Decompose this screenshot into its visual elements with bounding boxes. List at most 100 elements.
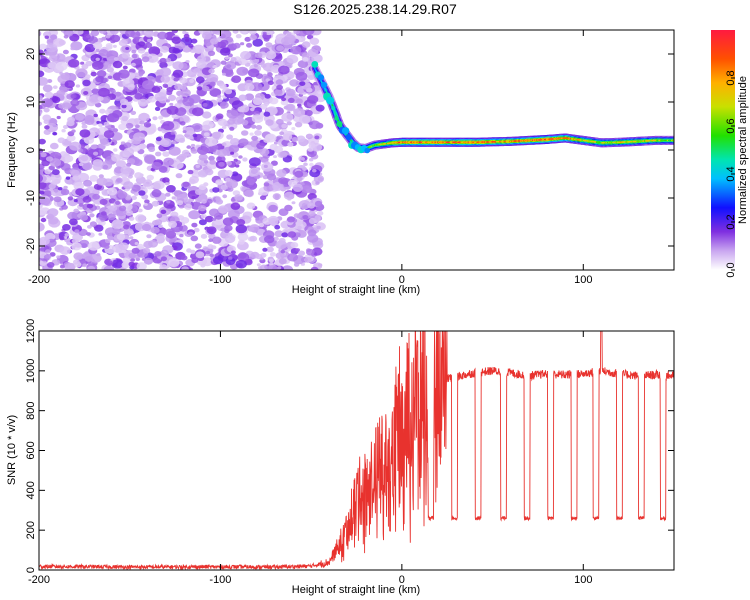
noise-blob xyxy=(267,72,273,77)
noise-blob xyxy=(275,79,284,86)
noise-blob xyxy=(75,68,88,78)
noise-blob xyxy=(89,174,99,182)
noise-blob xyxy=(83,33,91,40)
noise-blob xyxy=(92,61,104,70)
noise-blob xyxy=(215,179,224,186)
noise-blob xyxy=(51,96,61,104)
noise-blob xyxy=(170,131,175,135)
noise-blob xyxy=(300,157,305,161)
noise-blob xyxy=(67,196,74,201)
noise-blob xyxy=(42,84,53,93)
noise-blob xyxy=(109,205,118,212)
noise-blob xyxy=(269,262,274,266)
noise-blob xyxy=(105,43,113,49)
noise-blob xyxy=(89,221,97,227)
noise-blob xyxy=(53,196,62,203)
noise-blob xyxy=(186,248,192,253)
noise-blob xyxy=(154,106,161,111)
noise-blob xyxy=(217,94,222,99)
noise-blob xyxy=(217,118,228,127)
noise-blob xyxy=(190,143,196,148)
noise-blob xyxy=(120,166,132,175)
noise-blob xyxy=(263,182,270,187)
noise-blob xyxy=(219,83,227,89)
noise-blob xyxy=(119,98,129,106)
noise-blob xyxy=(182,181,190,188)
noise-blob xyxy=(183,33,190,39)
noise-blob xyxy=(306,248,315,256)
noise-blob xyxy=(105,35,111,39)
noise-blob xyxy=(267,80,274,86)
noise-blob xyxy=(90,71,97,77)
noise-blob xyxy=(216,149,228,158)
noise-blob xyxy=(168,94,176,101)
noise-blob xyxy=(129,236,134,240)
noise-blob xyxy=(201,31,212,40)
noise-blob xyxy=(291,201,296,205)
noise-blob xyxy=(192,44,205,54)
noise-blob xyxy=(291,127,296,131)
noise-blob xyxy=(100,161,113,170)
noise-blob xyxy=(278,258,287,265)
noise-blob xyxy=(173,77,179,82)
noise-blob xyxy=(138,41,146,47)
noise-blob xyxy=(224,69,234,77)
noise-blob xyxy=(238,94,247,102)
noise-blob xyxy=(61,102,72,110)
noise-blob xyxy=(95,57,100,61)
noise-blob xyxy=(199,137,206,143)
noise-blob xyxy=(209,88,222,97)
noise-blob xyxy=(265,50,277,60)
noise-blob xyxy=(104,238,111,244)
noise-blob xyxy=(66,134,76,142)
snr-ytick-label: 1200 xyxy=(25,319,37,343)
noise-blob xyxy=(134,242,139,245)
noise-blob xyxy=(295,248,301,252)
noise-blob xyxy=(39,142,40,146)
noise-blob xyxy=(302,30,315,36)
noise-blob xyxy=(309,37,320,45)
noise-blob xyxy=(159,45,170,53)
noise-blob xyxy=(69,218,78,226)
noise-blob xyxy=(59,236,65,241)
noise-blob xyxy=(207,50,216,56)
noise-blob xyxy=(135,214,147,223)
noise-blob xyxy=(296,135,306,143)
noise-blob xyxy=(279,151,288,158)
noise-blob xyxy=(70,93,77,99)
spectrogram-ytick-label: -10 xyxy=(25,190,37,206)
ridge-blob xyxy=(331,105,336,111)
noise-blob xyxy=(224,170,233,177)
noise-blob xyxy=(299,81,306,86)
noise-blob xyxy=(220,39,229,46)
noise-blob xyxy=(146,234,152,239)
noise-blob xyxy=(251,135,258,141)
noise-blob xyxy=(192,133,198,138)
noise-blob xyxy=(59,246,71,255)
noise-blob xyxy=(44,35,49,39)
noise-blob xyxy=(39,30,42,37)
noise-blob xyxy=(197,146,209,155)
noise-blob xyxy=(249,235,258,242)
noise-blob xyxy=(73,199,78,203)
spectrogram-xtick-label: -200 xyxy=(28,274,50,286)
noise-blob xyxy=(168,146,181,156)
noise-blob xyxy=(151,200,160,207)
noise-blob xyxy=(308,217,317,225)
noise-blob xyxy=(226,109,239,119)
noise-blob xyxy=(43,119,50,125)
noise-blob xyxy=(39,140,40,144)
noise-blob xyxy=(173,161,184,170)
noise-blob xyxy=(166,200,171,204)
noise-blob xyxy=(63,185,68,190)
noise-blob xyxy=(44,91,54,99)
noise-blob xyxy=(130,62,136,67)
noise-blob xyxy=(128,230,134,235)
noise-blob xyxy=(112,44,117,48)
noise-blob xyxy=(236,66,249,76)
noise-blob xyxy=(70,99,80,107)
noise-blob xyxy=(41,98,54,108)
noise-blob xyxy=(79,129,91,138)
noise-blob xyxy=(220,227,226,232)
